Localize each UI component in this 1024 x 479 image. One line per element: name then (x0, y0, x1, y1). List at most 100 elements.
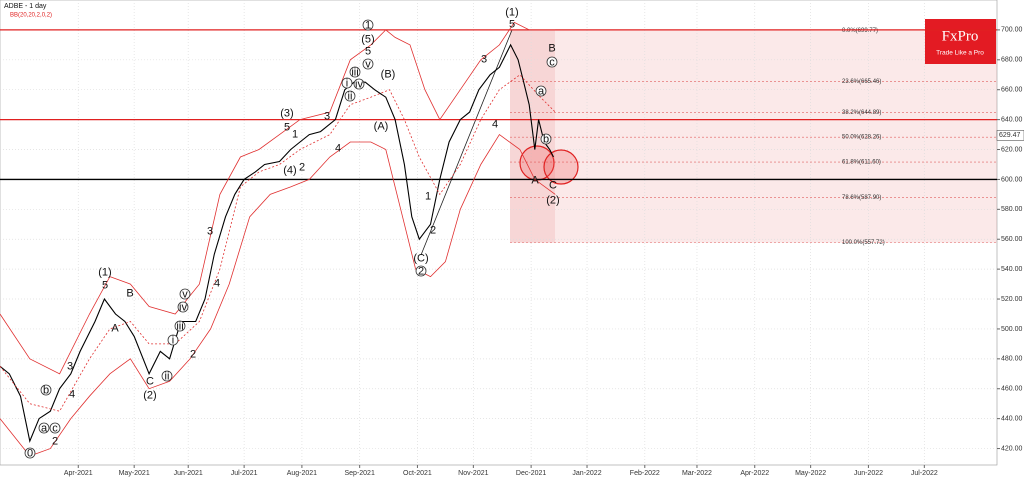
wave-label: (5) (361, 33, 374, 45)
fib-label: 50.0%(628.26) (842, 135, 881, 141)
y-tick-label: 660.00 (1001, 87, 1023, 94)
wave-label: v (182, 288, 188, 300)
wave-label: 2 (418, 265, 424, 277)
y-tick-label: 700.00 (1001, 27, 1023, 34)
wave-label: c (52, 422, 58, 434)
x-tick-label: Oct-2021 (403, 470, 432, 477)
wave-label: B (126, 287, 133, 299)
wave-label: ii (348, 90, 353, 102)
wave-label: A (531, 174, 539, 186)
wave-label: 2 (52, 435, 58, 447)
wave-label: a (538, 85, 545, 97)
wave-label: 5 (509, 18, 515, 30)
wave-label: ii (165, 370, 170, 382)
wave-label: C (146, 375, 154, 387)
y-tick-label: 480.00 (1001, 356, 1023, 363)
indicator: BB(20,20,2,0,2) (10, 13, 52, 19)
wave-label: b (43, 384, 49, 396)
wave-label: iv (179, 301, 187, 313)
x-tick-label: Jul-2021 (231, 470, 258, 477)
wave-label: (C) (413, 252, 428, 264)
fib-zone (510, 30, 997, 243)
wave-label: 2 (299, 161, 305, 173)
wave-circle (344, 90, 356, 102)
wave-label: (1) (505, 6, 518, 18)
wave-label: i (172, 334, 174, 346)
wave-circle (40, 384, 52, 396)
y-tick-label: 540.00 (1001, 266, 1023, 273)
y-tick-label: 680.00 (1001, 57, 1023, 64)
wave-label: 3 (207, 225, 213, 237)
wave-label: (2) (546, 194, 559, 206)
x-tick-label: Jul-2022 (911, 470, 938, 477)
fib-label: 0.0%(699.77) (842, 28, 878, 34)
wave-label: 2 (430, 224, 436, 236)
wave-label: C (549, 179, 557, 191)
wave-circle (362, 19, 374, 31)
series-line (0, 43, 554, 443)
wave-label: 4 (214, 277, 220, 289)
y-tick-label: 520.00 (1001, 296, 1023, 303)
logo-tagline: Trade Like a Pro (936, 50, 984, 57)
wave-label: 5 (102, 279, 108, 291)
series-line (0, 134, 556, 457)
wave-label: A (111, 322, 119, 334)
wave-circle (546, 56, 558, 68)
wave-label: iii (176, 320, 183, 332)
y-tick-label: 500.00 (1001, 326, 1023, 333)
x-tick-label: Jun-2021 (174, 470, 203, 477)
wave-circle (174, 320, 186, 332)
y-tick-label: 420.00 (1001, 445, 1023, 452)
x-tick-label: May-2022 (795, 470, 826, 477)
fib-label: 23.6%(665.46) (842, 79, 881, 85)
y-tick-label: 640.00 (1001, 116, 1023, 123)
logo-name: FxPro (942, 28, 979, 44)
wave-circle (49, 422, 61, 434)
wave-circle (341, 77, 353, 89)
wave-label: 1 (365, 19, 371, 31)
x-tick-label: Jun-2022 (854, 470, 883, 477)
wave-label: 4 (69, 388, 75, 400)
wave-circle (362, 58, 374, 70)
price-tag (996, 130, 1024, 141)
series-line (0, 21, 556, 375)
fib-label: 100.0%(557.72) (842, 240, 885, 246)
x-tick-label: Apr-2021 (64, 470, 93, 477)
wave-circle (24, 447, 36, 459)
wave-label: (1) (98, 266, 111, 278)
wave-label: 3 (481, 53, 487, 65)
y-tick-label: 440.00 (1001, 415, 1023, 422)
wave-circle (38, 422, 50, 434)
wave-label: (B) (381, 68, 396, 80)
y-tick-label: 460.00 (1001, 386, 1023, 393)
wave-label: 3 (67, 360, 73, 372)
logo (925, 19, 996, 64)
wave-label: v (365, 58, 371, 70)
fib-label: 61.8%(611.60) (842, 160, 881, 166)
wave-circle (540, 133, 552, 145)
wave-label: iv (355, 78, 363, 90)
wave-label: 4 (492, 118, 498, 130)
wave-label: (4) (283, 164, 296, 176)
y-tick-label: 620.00 (1001, 146, 1023, 153)
y-tick-label: 580.00 (1001, 206, 1023, 213)
x-tick-label: Mar-2022 (682, 470, 712, 477)
wave-label: c (549, 56, 555, 68)
wave-circle (353, 78, 365, 90)
price-tag-label: 629.47 (999, 132, 1021, 139)
wave-label: (3) (280, 107, 293, 119)
symbol: ADBE - 1 day (4, 3, 47, 10)
wave-label: b (543, 133, 549, 145)
wave-label: (2) (143, 389, 156, 401)
x-tick-label: Jan-2022 (572, 470, 601, 477)
wave-circle (161, 370, 173, 382)
wave-circle (349, 66, 361, 78)
wave-label: i (346, 77, 348, 89)
x-tick-label: Aug-2021 (287, 470, 317, 477)
wave-line (420, 29, 513, 256)
wave-label: 5 (365, 45, 371, 57)
wave-label: iii (351, 66, 358, 78)
wave-circle (167, 334, 179, 346)
wave-label: 5 (284, 121, 290, 133)
